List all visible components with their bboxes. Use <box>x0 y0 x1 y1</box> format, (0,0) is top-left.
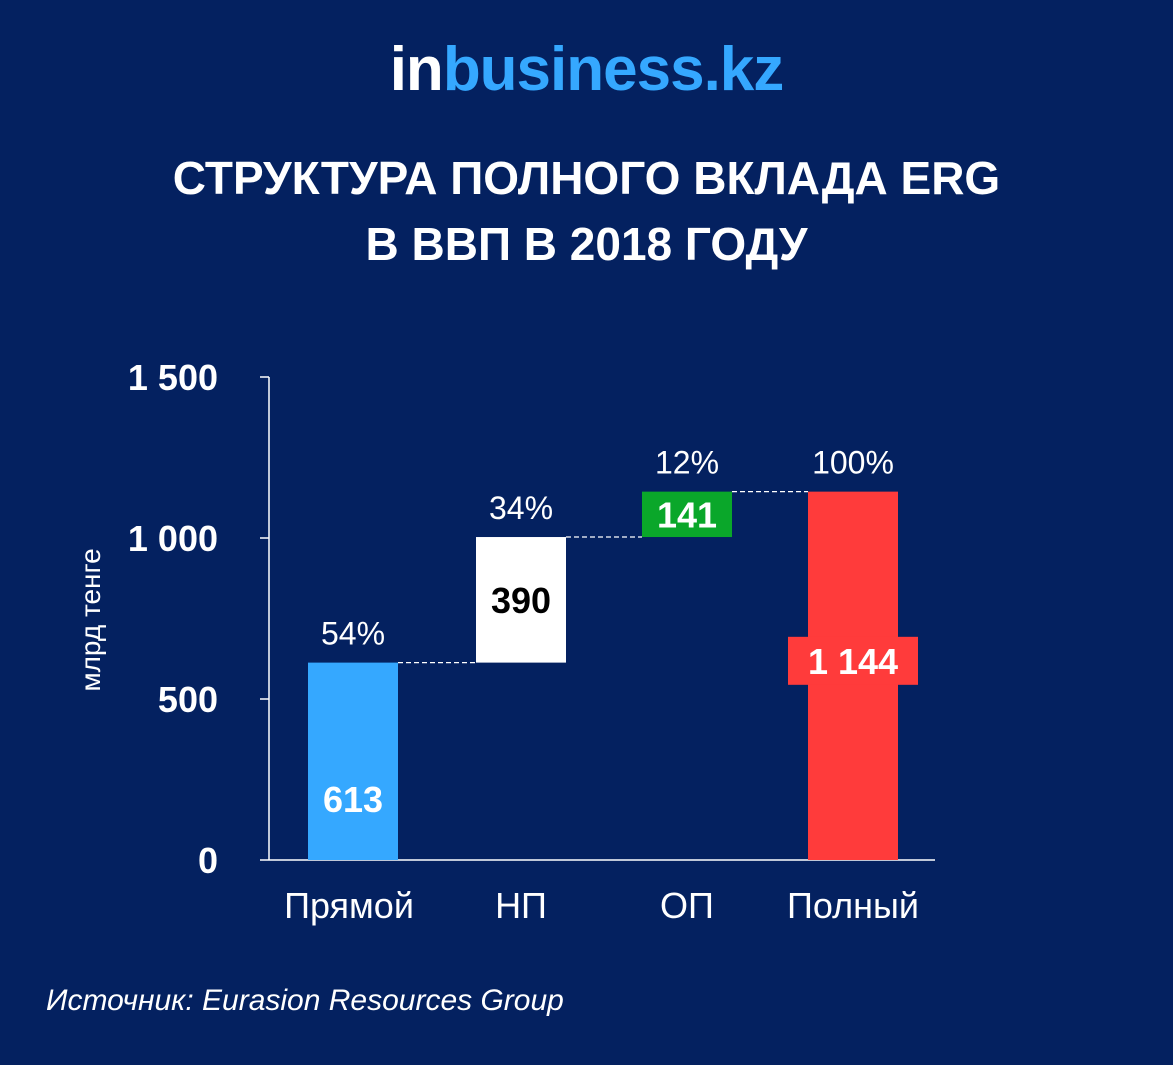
value-label-2: 141 <box>657 494 717 535</box>
percent-label-3: 100% <box>812 445 894 481</box>
logo-part-business: business.kz <box>442 35 784 104</box>
category-label-0: Прямой <box>284 885 414 926</box>
y-tick-label-2: 1 000 <box>128 518 218 559</box>
value-label-1: 390 <box>491 580 551 621</box>
chart-title-line1: СТРУКТУРА ПОЛНОГО ВКЛАДА ERG <box>172 152 1001 204</box>
source-note: Источник: Eurasion Resources Group <box>46 984 564 1017</box>
y-tick-label-3: 1 500 <box>128 357 218 398</box>
bar-2 <box>642 491 732 538</box>
value-label-box-3 <box>788 636 918 685</box>
y-tick-label-1: 500 <box>158 679 218 720</box>
logo-part-in: in <box>389 35 444 104</box>
value-label-0: 613 <box>323 779 383 820</box>
percent-label-1: 34% <box>489 490 553 526</box>
bar-1 <box>476 537 566 663</box>
percent-label-0: 54% <box>321 616 385 652</box>
category-label-3: Полный <box>787 885 919 926</box>
bar-0 <box>308 662 398 860</box>
y-axis-label: млрд тенге <box>75 548 106 691</box>
value-label-3: 1 144 <box>808 641 898 682</box>
logo: inbusiness.kz <box>0 30 1173 110</box>
chart-title-line2: В ВВП В 2018 ГОДУ <box>365 218 808 270</box>
y-tick-label-0: 0 <box>198 840 218 881</box>
percent-label-2: 12% <box>655 445 719 481</box>
category-label-1: НП <box>495 885 547 926</box>
category-label-2: ОП <box>660 885 714 926</box>
